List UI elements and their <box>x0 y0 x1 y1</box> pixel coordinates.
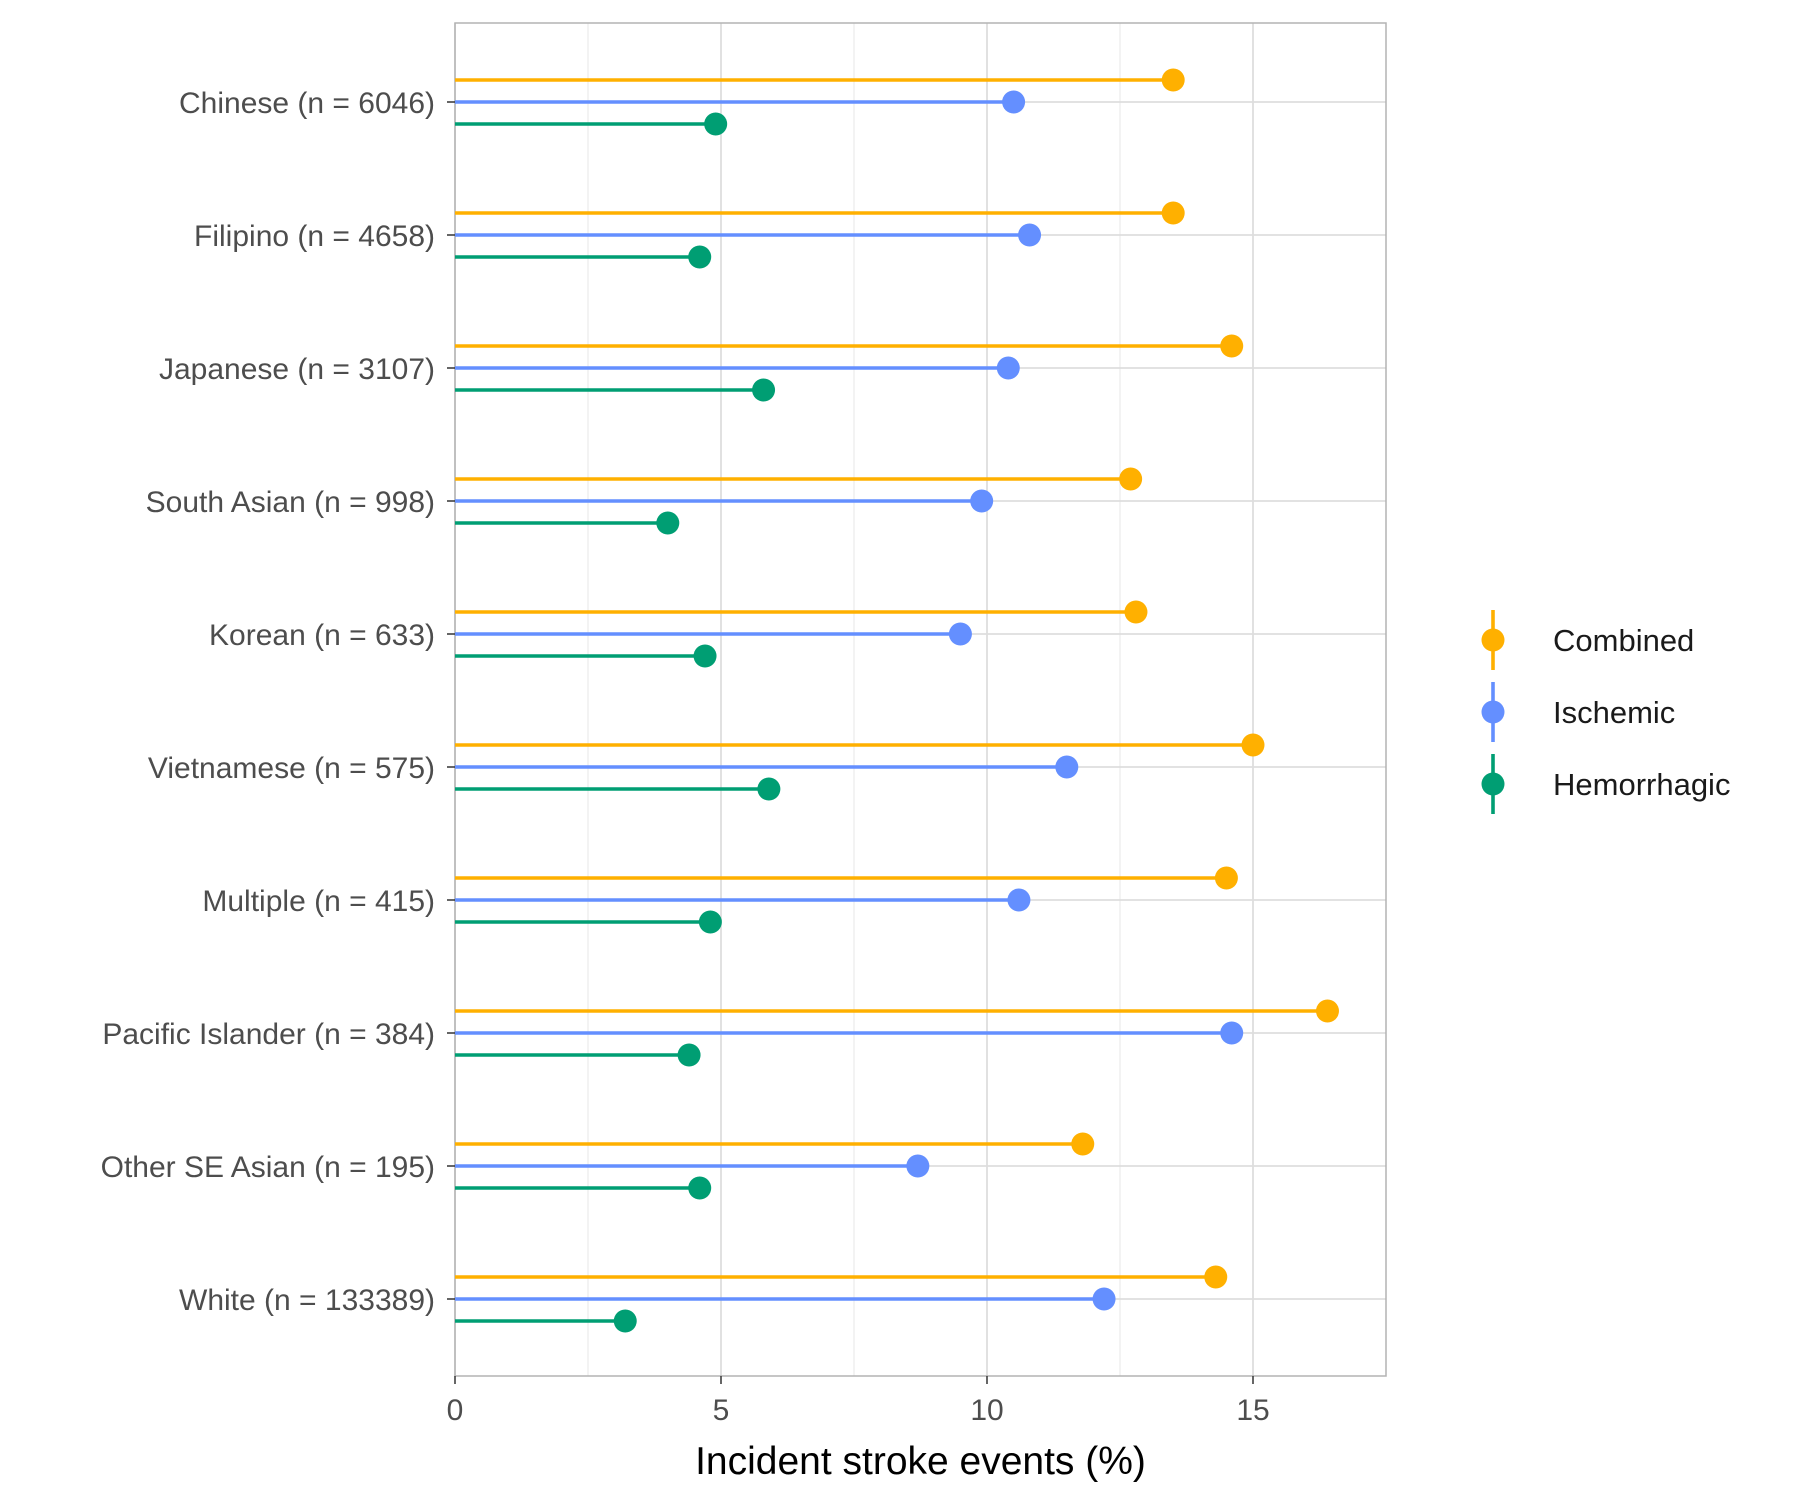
category-label-filipino: Filipino (n = 4658) <box>194 220 435 253</box>
legend-hemorrhagic-key-dot <box>1481 772 1505 796</box>
category-label-other-se-asian: Other SE Asian (n = 195) <box>101 1151 435 1184</box>
hemorrhagic-pacific-islander-point <box>677 1043 701 1067</box>
y-axis-labels: Chinese (n = 6046) Filipino (n = 4658) Jap… <box>101 87 455 1317</box>
category-label-multiple: Multiple (n = 415) <box>202 885 435 918</box>
combined-pacific-islander-point <box>1315 999 1339 1023</box>
x-axis-title: Incident stroke events (%) <box>695 1440 1146 1483</box>
category-label-japanese: Japanese (n = 3107) <box>159 353 435 386</box>
category-label-pacific-islander: Pacific Islander (n = 384) <box>102 1018 435 1051</box>
combined-vietnamese-point <box>1241 733 1265 757</box>
hemorrhagic-japanese-point <box>752 378 776 402</box>
combined-south-asian-point <box>1119 467 1143 491</box>
combined-chinese-point <box>1161 68 1185 92</box>
ischemic-korean-point <box>948 622 972 646</box>
category-label-chinese: Chinese (n = 6046) <box>179 87 435 120</box>
legend: Combined Ischemic Hemorrhagic <box>1481 610 1730 814</box>
x-tick-label-5: 5 <box>713 1394 730 1427</box>
combined-japanese-point <box>1220 334 1244 358</box>
ischemic-chinese-point <box>1002 90 1026 114</box>
ischemic-multiple-point <box>1007 888 1031 912</box>
hemorrhagic-white-point <box>613 1309 637 1333</box>
combined-multiple-point <box>1214 866 1238 890</box>
x-tick-label-0: 0 <box>447 1394 464 1427</box>
x-axis-labels: 0 5 10 15 <box>447 1376 1270 1427</box>
hemorrhagic-filipino-point <box>688 245 712 269</box>
category-label-south-asian: South Asian (n = 998) <box>146 486 435 519</box>
marks-layer <box>455 68 1339 1333</box>
ischemic-white-point <box>1092 1287 1116 1311</box>
ischemic-pacific-islander-point <box>1220 1021 1244 1045</box>
combined-white-point <box>1204 1265 1228 1289</box>
combined-other-se-asian-point <box>1071 1132 1095 1156</box>
combined-filipino-point <box>1161 201 1185 225</box>
category-label-vietnamese: Vietnamese (n = 575) <box>148 752 435 785</box>
hemorrhagic-other-se-asian-point <box>688 1176 712 1200</box>
category-label-korean: Korean (n = 633) <box>209 619 435 652</box>
ischemic-filipino-point <box>1018 223 1042 247</box>
ischemic-vietnamese-point <box>1055 755 1079 779</box>
combined-korean-point <box>1124 600 1148 624</box>
hemorrhagic-korean-point <box>693 644 717 668</box>
hemorrhagic-chinese-point <box>704 112 728 136</box>
x-tick-label-10: 10 <box>970 1394 1003 1427</box>
legend-hemorrhagic-label: Hemorrhagic <box>1553 767 1730 802</box>
ischemic-other-se-asian-point <box>906 1154 930 1178</box>
ischemic-japanese-point <box>996 356 1020 380</box>
x-tick-label-15: 15 <box>1236 1394 1269 1427</box>
hemorrhagic-south-asian-point <box>656 511 680 535</box>
hemorrhagic-multiple-point <box>698 910 722 934</box>
panel-border <box>454 22 1387 1377</box>
ischemic-south-asian-point <box>970 489 994 513</box>
category-label-white: White (n = 133389) <box>179 1284 435 1317</box>
hemorrhagic-vietnamese-point <box>757 777 781 801</box>
legend-ischemic-label: Ischemic <box>1553 695 1675 730</box>
legend-ischemic-key-dot <box>1481 700 1505 724</box>
legend-combined-key-dot <box>1481 628 1505 652</box>
legend-combined-label: Combined <box>1553 623 1694 658</box>
